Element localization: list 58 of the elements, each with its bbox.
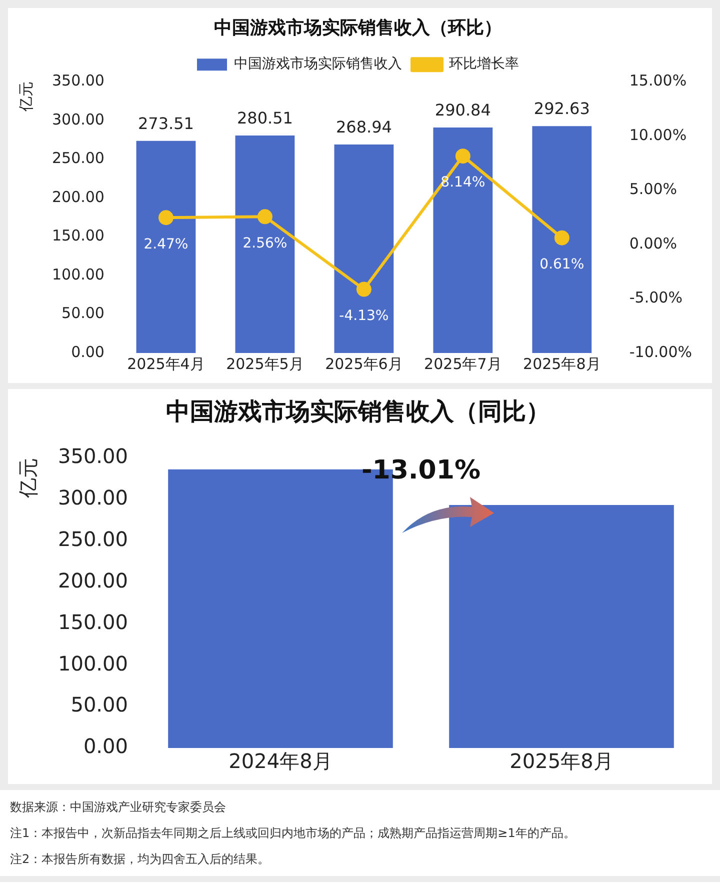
bar — [136, 140, 196, 353]
y-axis-title: 亿元 — [16, 458, 40, 499]
x-tick-label: 2025年8月 — [523, 354, 601, 373]
source-note: 数据来源：中国游戏产业研究专家委员会 — [10, 799, 227, 816]
x-tick-label: 2024年8月 — [228, 749, 332, 774]
y2-tick-label: 5.00% — [629, 180, 678, 198]
x-tick-label: 2025年4月 — [127, 354, 205, 373]
y-tick-label: 200.00 — [52, 188, 104, 206]
y2-tick-label: -5.00% — [629, 288, 682, 307]
text: 注2：本报告所有数据，均为四舍五入后的结果。 — [10, 851, 271, 868]
chart-title: 中国游戏市场实际销售收入（同比） — [166, 398, 550, 426]
chart-title: 中国游戏市场实际销售收入（环比） — [214, 17, 502, 38]
point — [554, 230, 570, 246]
y-tick-label: 350.00 — [58, 444, 128, 468]
x-tick-label: 2025年5月 — [226, 354, 304, 373]
data-label: 292.63 — [534, 99, 590, 118]
y-tick-label: 300.00 — [52, 110, 104, 128]
bar — [235, 135, 295, 353]
text: 注1：本报告中，次新品指去年同期之后上线或回归内地市场的产品；成熟期产品指运营周期≥1年的产品。 — [10, 825, 576, 842]
y2-tick-label: 10.00% — [629, 126, 687, 144]
bar — [433, 127, 493, 353]
y-tick-label: 100.00 — [58, 651, 128, 676]
y-tick-label: 50.00 — [70, 692, 128, 717]
annotation: -13.01% — [361, 456, 481, 486]
data-label: -4.13% — [339, 308, 389, 324]
legend-label: 环比增长率 — [449, 56, 519, 72]
y-tick-label: 100.00 — [52, 265, 104, 284]
data-label: 268.94 — [336, 118, 392, 137]
data-label: 280.51 — [236, 108, 293, 128]
point — [158, 210, 174, 226]
point — [257, 209, 272, 224]
bar — [532, 126, 592, 353]
y2-tick-label: -10.00% — [629, 342, 692, 361]
y-axis-title: 亿元 — [16, 82, 35, 113]
y2-tick-label: 0.00% — [629, 234, 678, 252]
x-tick-label: 2025年6月 — [325, 354, 403, 373]
y-tick-label: 0.00 — [71, 342, 104, 361]
data-label: 290.84 — [434, 100, 491, 120]
y-tick-label: 350.00 — [52, 71, 104, 90]
y-tick-label: 150.00 — [52, 226, 104, 245]
x-tick-label: 2025年8月 — [510, 749, 614, 774]
data-label: 0.61% — [540, 256, 584, 272]
y-tick-label: 50.00 — [62, 304, 104, 322]
legend-label: 中国游戏市场实际销售收入 — [234, 56, 402, 72]
y-tick-label: 300.00 — [58, 485, 128, 510]
x-tick-label: 2025年7月 — [424, 354, 502, 373]
data-label: 273.51 — [138, 114, 194, 134]
data-label: 2.56% — [242, 235, 288, 252]
y-tick-label: 0.00 — [83, 734, 128, 758]
y2-tick-label: 15.00% — [629, 71, 687, 90]
point — [455, 148, 470, 164]
y-tick-label: 200.00 — [58, 568, 128, 592]
bar — [334, 144, 394, 353]
data-label: 2.47% — [144, 236, 188, 252]
y-tick-label: 250.00 — [52, 149, 104, 168]
y-tick-label: 150.00 — [58, 610, 128, 634]
point — [356, 282, 372, 297]
y-tick-label: 250.00 — [58, 526, 128, 551]
